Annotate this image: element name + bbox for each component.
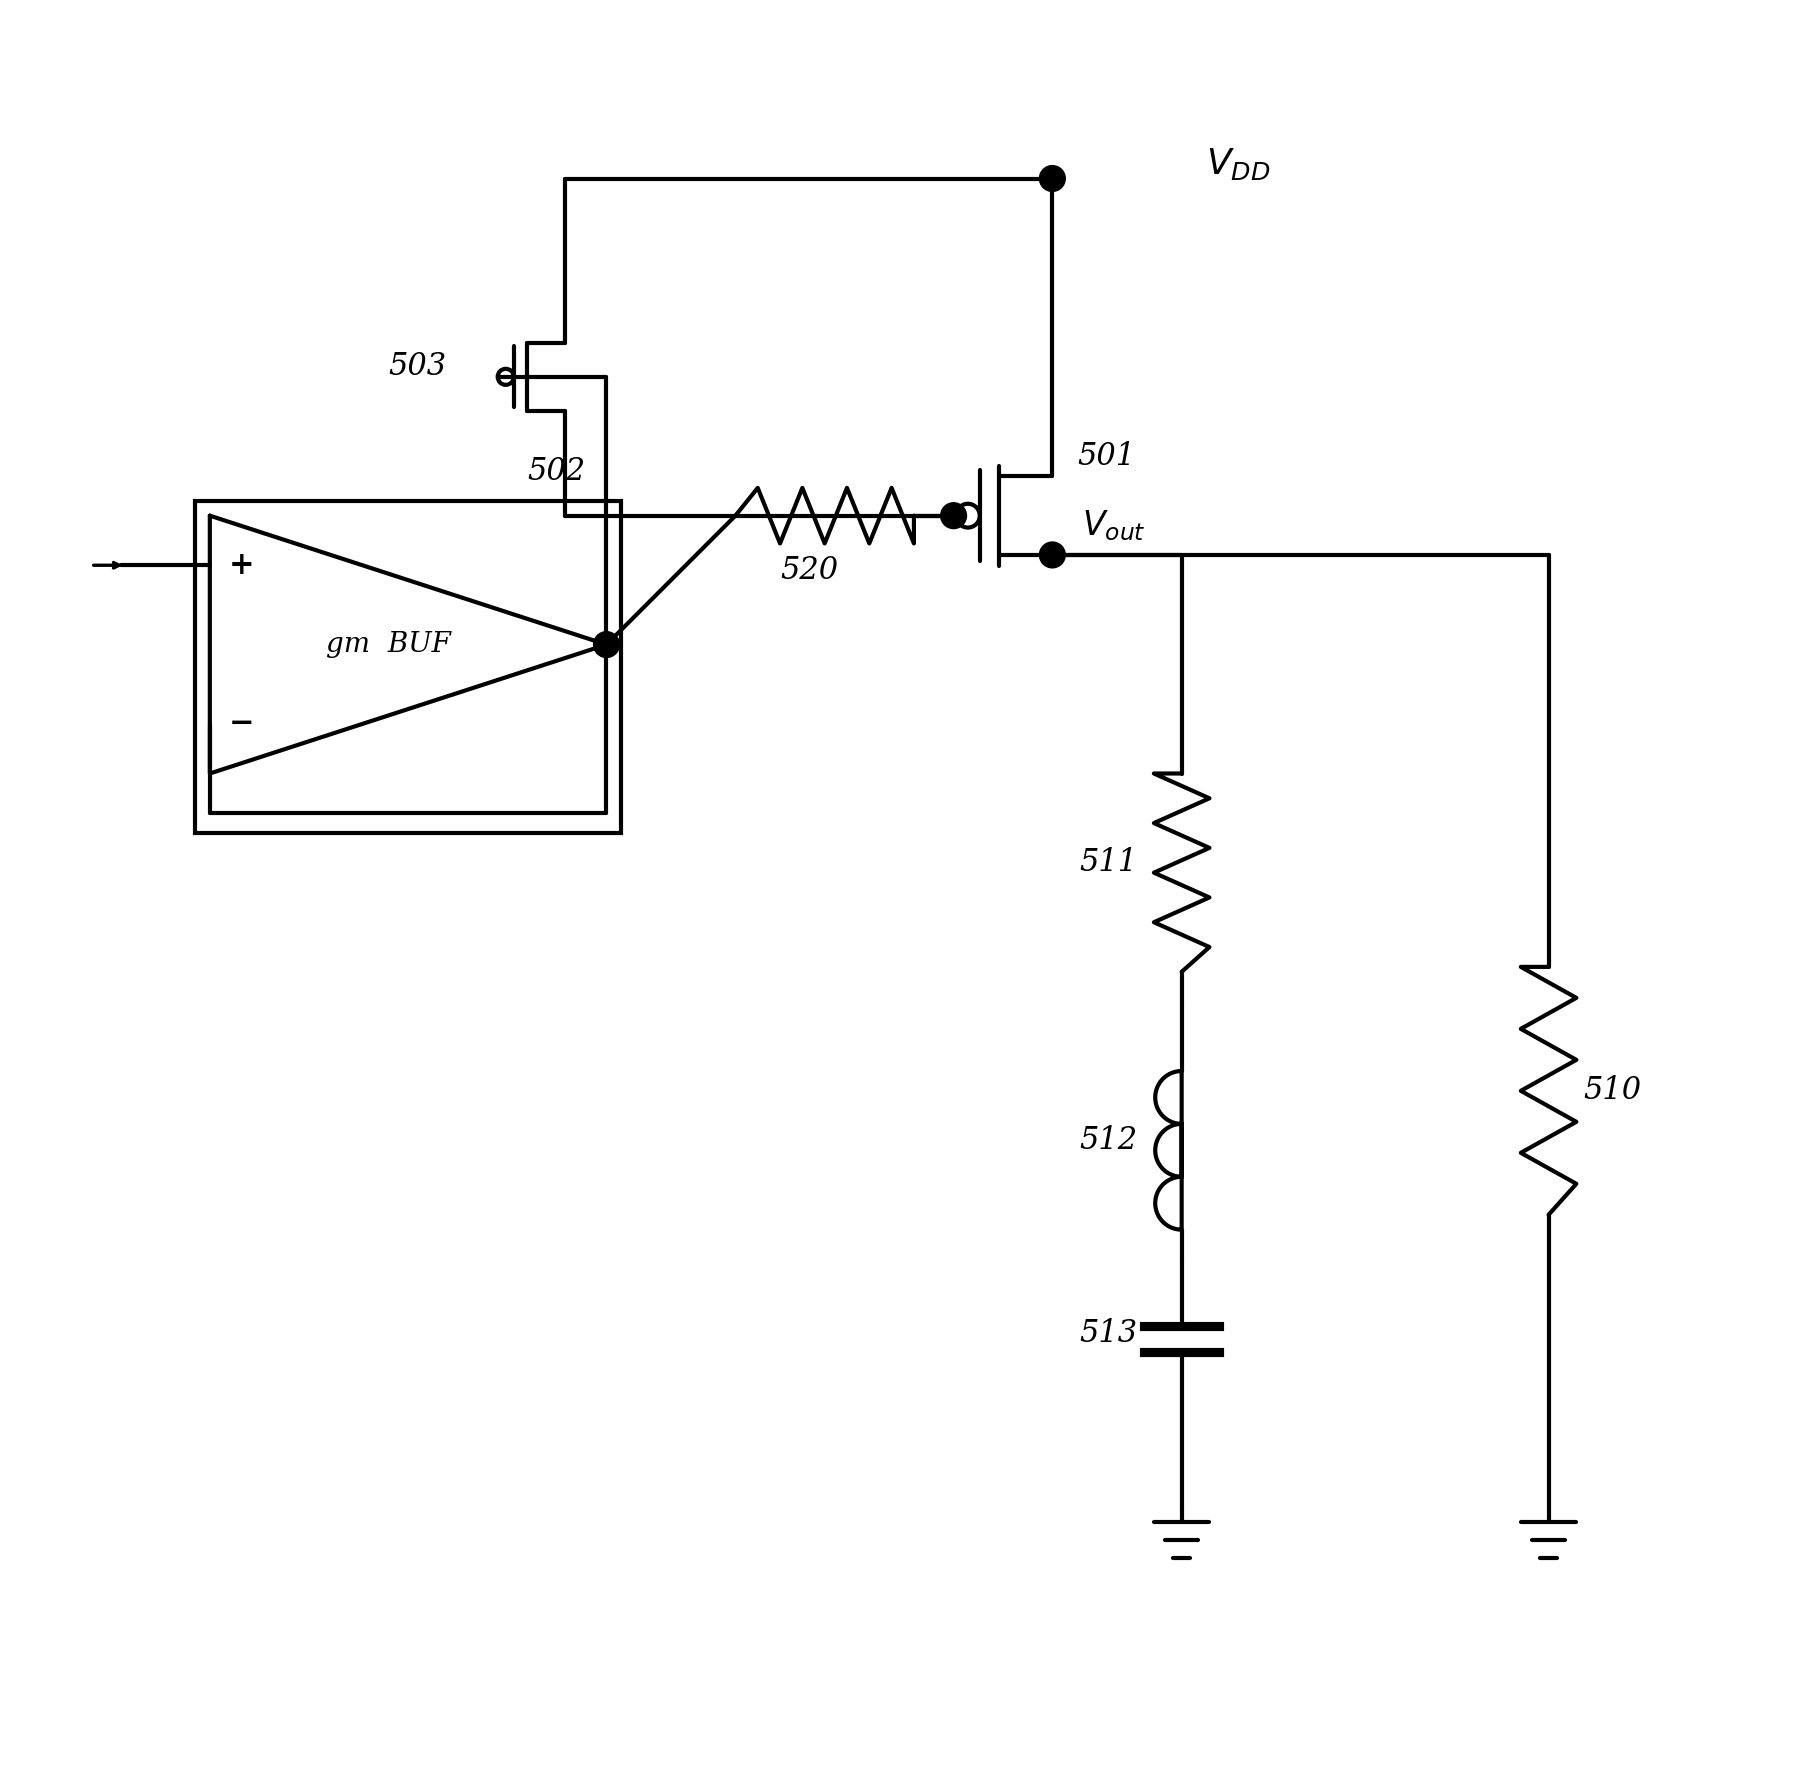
- Circle shape: [593, 632, 620, 657]
- Text: $V_{out}$: $V_{out}$: [1082, 509, 1146, 543]
- Text: gm  BUF: gm BUF: [325, 632, 450, 659]
- Circle shape: [1039, 543, 1064, 568]
- Text: 502: 502: [528, 455, 585, 487]
- Text: 510: 510: [1583, 1075, 1641, 1107]
- Text: 512: 512: [1079, 1125, 1137, 1157]
- Text: +: +: [229, 550, 255, 580]
- Text: −: −: [229, 709, 255, 739]
- Text: 513: 513: [1079, 1319, 1137, 1349]
- Text: 501: 501: [1077, 441, 1135, 471]
- Text: 520: 520: [781, 555, 838, 585]
- Bar: [195, 502, 622, 834]
- Text: $V_{DD}$: $V_{DD}$: [1205, 146, 1270, 182]
- Circle shape: [940, 503, 967, 528]
- Text: 503: 503: [389, 352, 446, 382]
- Circle shape: [1039, 166, 1064, 191]
- Text: 511: 511: [1079, 848, 1137, 878]
